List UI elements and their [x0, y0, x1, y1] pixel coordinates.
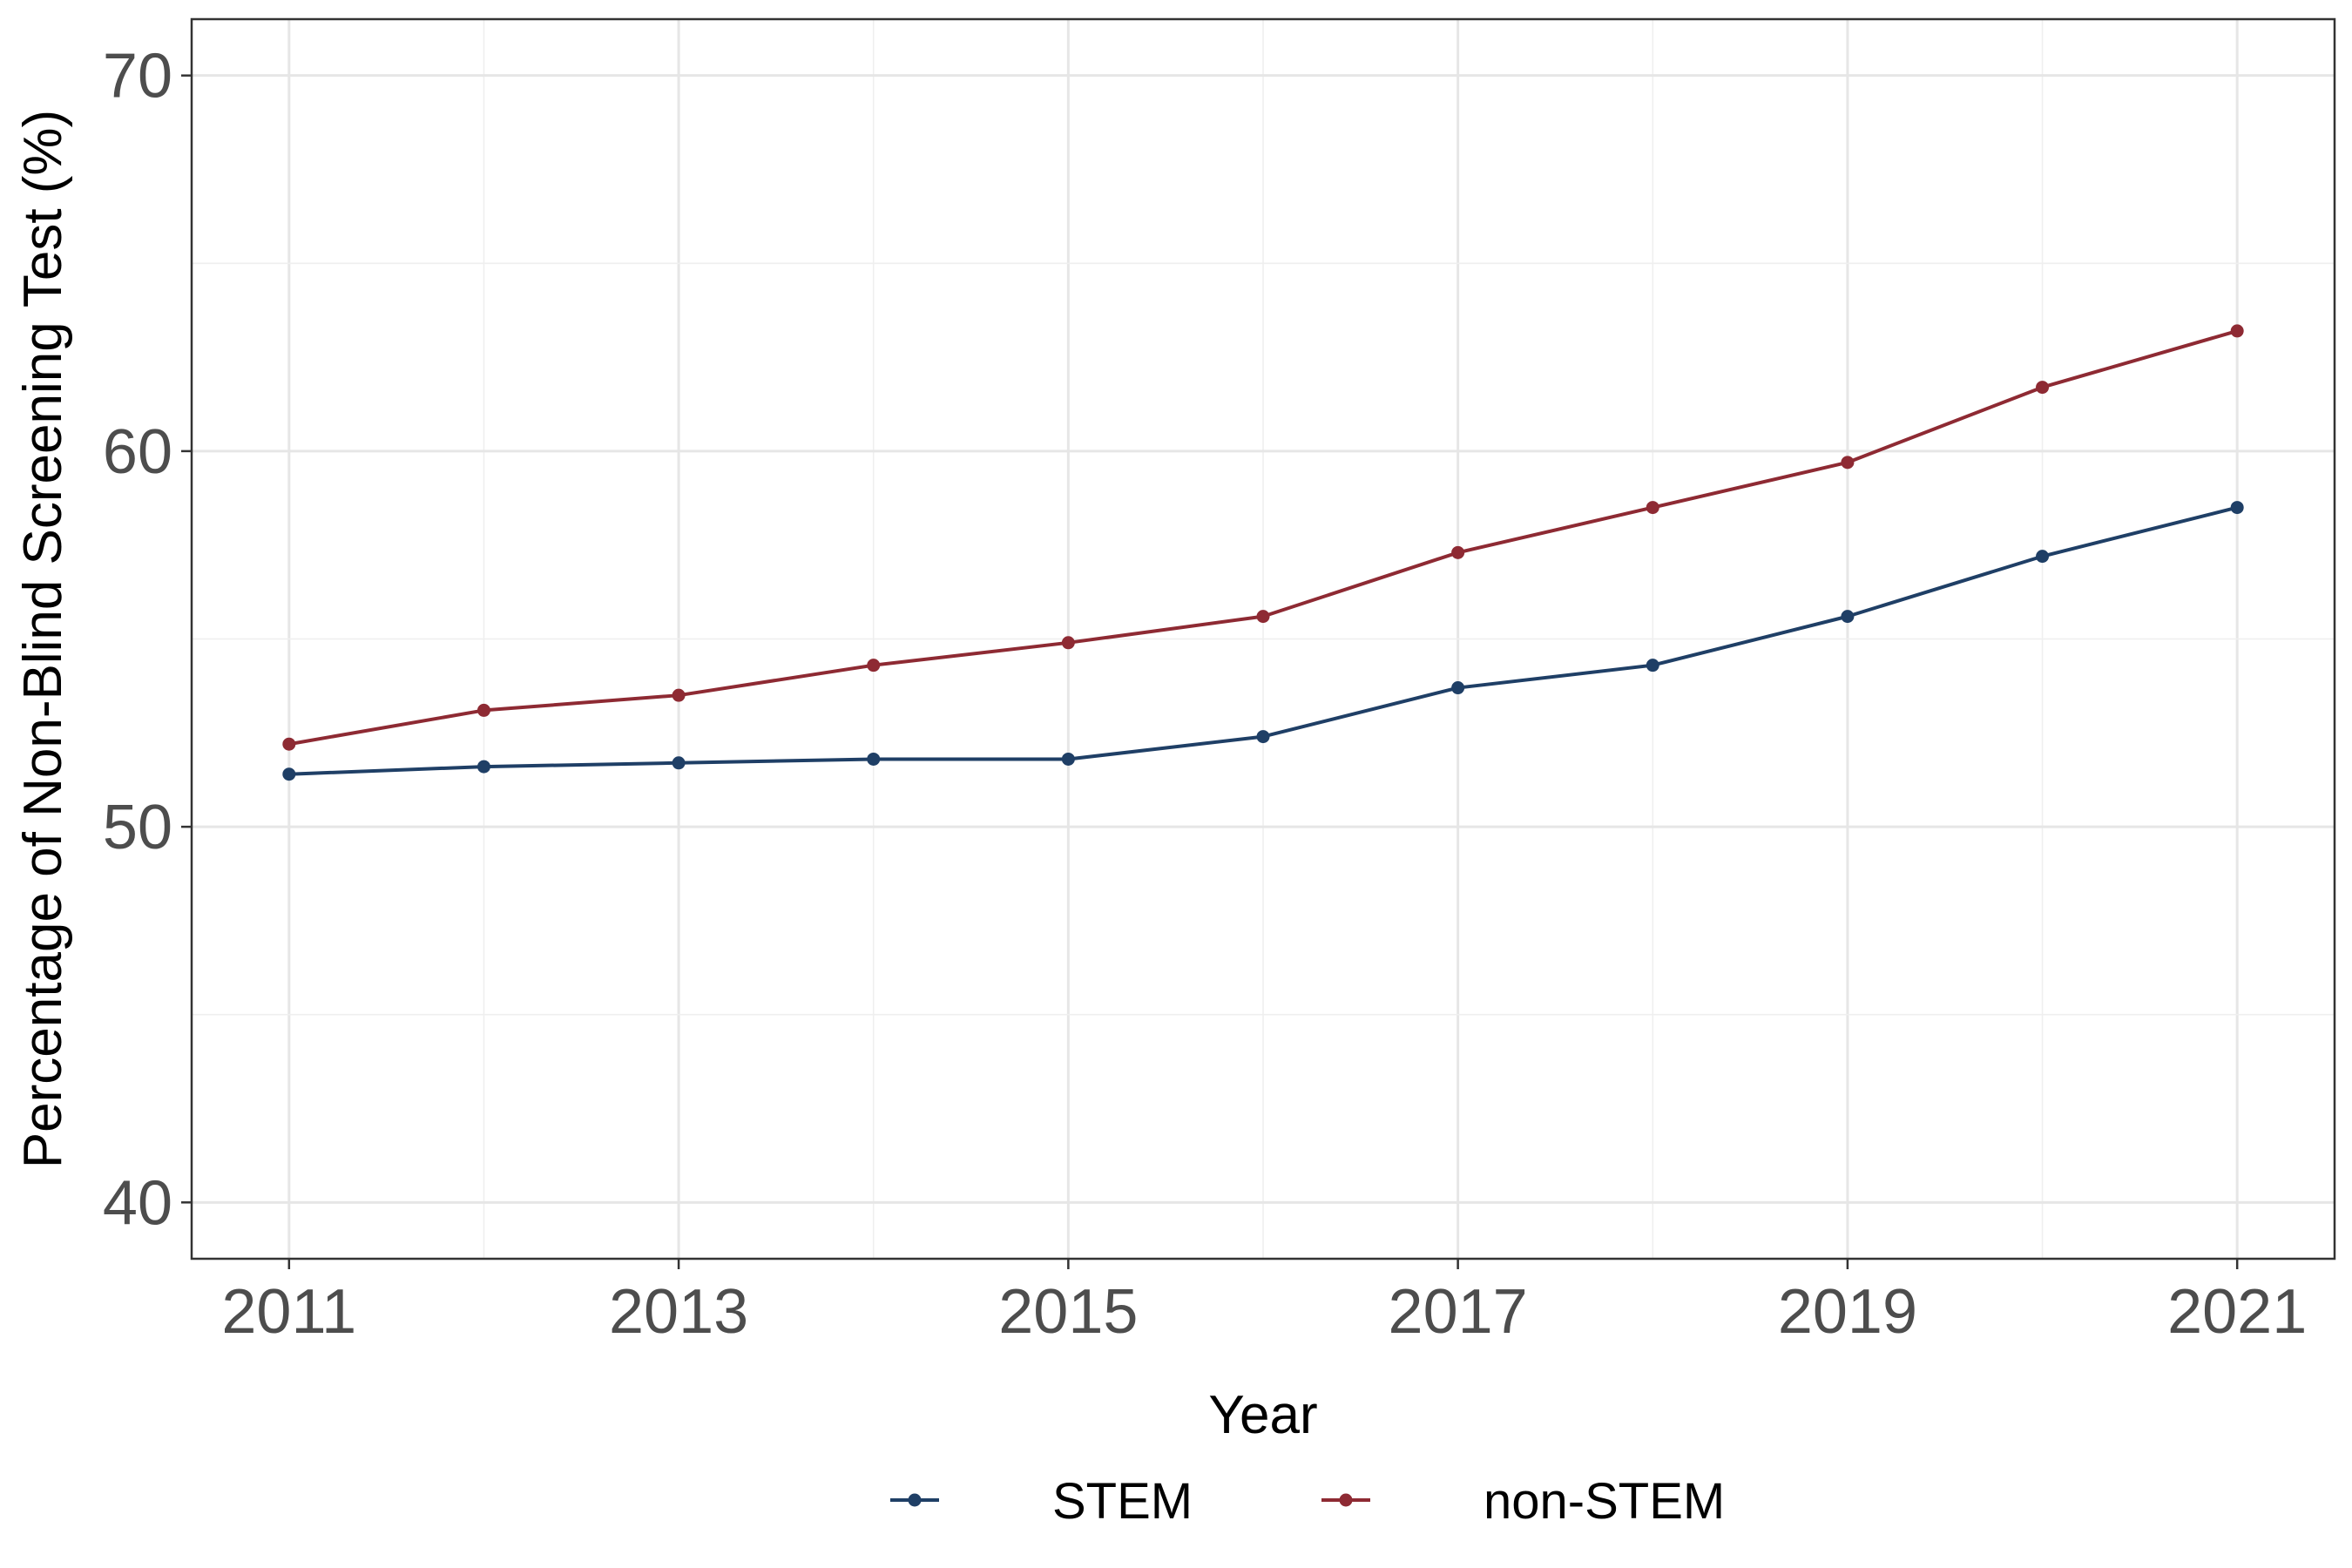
x-tick-label: 2013	[609, 1277, 748, 1347]
data-point	[867, 659, 881, 672]
data-point	[1841, 456, 1855, 470]
data-point	[1061, 752, 1075, 766]
legend-label: STEM	[1052, 1473, 1193, 1530]
plot-panel-border	[190, 17, 2336, 1260]
legend-item-non-stem: non-STEM	[1321, 1473, 1725, 1530]
x-tick-label: 2015	[998, 1277, 1138, 1347]
data-point	[476, 760, 490, 774]
legend-item-stem: STEM	[890, 1473, 1193, 1530]
x-tick-label: 2021	[2167, 1277, 2307, 1347]
x-axis-title: Year	[1208, 1385, 1317, 1445]
x-tick-label: 2011	[221, 1277, 356, 1347]
x-tick-label: 2019	[1778, 1277, 1917, 1347]
series-layer	[282, 324, 2244, 781]
data-point	[2036, 381, 2050, 395]
data-point	[282, 767, 296, 781]
data-point	[2230, 501, 2244, 515]
data-point	[1451, 681, 1465, 695]
data-point	[1841, 610, 1855, 624]
axis-layer: 2011 2013 2015 2017 2019 2021 40 50 60 70	[103, 42, 2307, 1347]
y-axis-title: Percentage of Non-Blind Screening Test (…	[13, 110, 73, 1168]
legend-key-point	[908, 1493, 922, 1507]
y-tick-label: 50	[103, 793, 172, 862]
data-point	[867, 752, 881, 766]
data-point	[1256, 610, 1270, 624]
x-tick-label: 2017	[1389, 1277, 1528, 1347]
data-point	[2036, 550, 2050, 564]
y-tick-label: 40	[103, 1168, 172, 1238]
data-point	[282, 737, 296, 751]
legend-key-point	[1339, 1493, 1353, 1507]
data-point	[672, 688, 686, 702]
grid-layer	[192, 19, 2335, 1259]
data-point	[1451, 545, 1465, 559]
data-point	[2230, 324, 2244, 338]
series-stem	[282, 501, 2244, 781]
data-point	[1646, 501, 1659, 515]
data-point	[476, 703, 490, 717]
legend-label: non-STEM	[1484, 1473, 1725, 1530]
series-non-stem	[282, 324, 2244, 751]
data-point	[1256, 730, 1270, 744]
data-point	[1646, 659, 1659, 672]
y-tick-label: 60	[103, 417, 172, 487]
data-point	[1061, 636, 1075, 650]
data-point	[672, 756, 686, 770]
y-tick-label: 70	[103, 42, 172, 112]
legend: STEM non-STEM	[890, 1473, 1725, 1530]
